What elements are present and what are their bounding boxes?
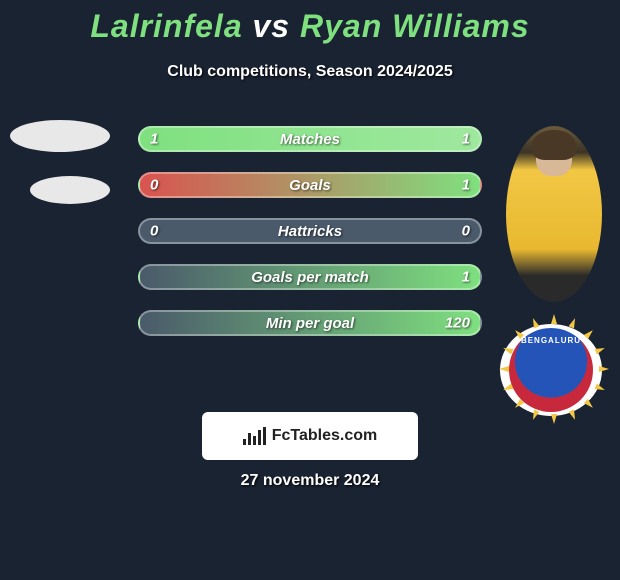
stat-label: Goals per match <box>251 269 369 286</box>
stat-right-value: 120 <box>445 315 470 332</box>
player1-avatar-placeholder-1 <box>10 120 110 152</box>
stats-container: 1 Matches 1 0 Goals 1 0 Hattricks 0 Goals per mat… <box>138 126 482 356</box>
player1-avatar-placeholder-2 <box>30 176 110 204</box>
page-root: Lalrinfela vs Ryan Williams Club competi… <box>0 0 620 580</box>
footer-date: 27 november 2024 <box>0 472 620 490</box>
club-logo: BENGALURU <box>500 324 602 416</box>
stat-left-value: 0 <box>150 223 158 240</box>
stat-label: Hattricks <box>278 223 342 240</box>
page-title: Lalrinfela vs Ryan Williams <box>0 0 620 45</box>
stat-right-value: 0 <box>462 223 470 240</box>
stat-label: Goals <box>289 177 331 194</box>
stat-row: Goals per match 1 <box>138 264 482 290</box>
stat-row: 0 Goals 1 <box>138 172 482 198</box>
stat-row: Min per goal 120 <box>138 310 482 336</box>
vs-text: vs <box>253 8 291 44</box>
stat-label: Matches <box>280 131 340 148</box>
stat-right-value: 1 <box>462 269 470 286</box>
stat-row: 1 Matches 1 <box>138 126 482 152</box>
club-logo-text: BENGALURU <box>521 336 581 345</box>
player2-name: Ryan Williams <box>300 8 530 44</box>
player1-name: Lalrinfela <box>90 8 242 44</box>
brand-chart-icon <box>243 427 266 445</box>
stat-row: 0 Hattricks 0 <box>138 218 482 244</box>
subtitle: Club competitions, Season 2024/2025 <box>0 63 620 81</box>
stat-left-value: 1 <box>150 131 158 148</box>
brand-text: FcTables.com <box>272 427 378 445</box>
stat-right-value: 1 <box>462 177 470 194</box>
brand-badge[interactable]: FcTables.com <box>202 412 418 460</box>
stat-left-value: 0 <box>150 177 158 194</box>
stat-right-value: 1 <box>462 131 470 148</box>
club-logo-inner: BENGALURU <box>509 328 593 412</box>
stat-label: Min per goal <box>266 315 354 332</box>
player2-avatar <box>506 126 602 302</box>
